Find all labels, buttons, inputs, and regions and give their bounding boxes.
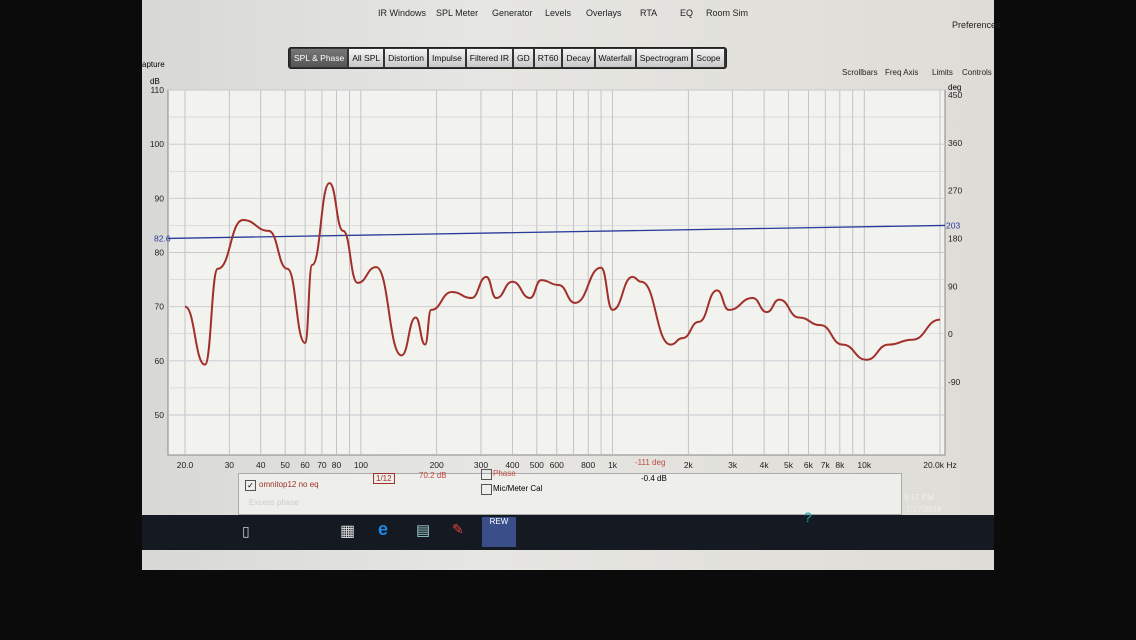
tab-spectrogram[interactable]: Spectrogram xyxy=(636,49,692,67)
trace-checkbox[interactable]: ✓ xyxy=(245,480,256,491)
x-tick-label: 60 xyxy=(300,460,310,470)
y-tick-label: 80 xyxy=(155,248,165,258)
tab-waterfall[interactable]: Waterfall xyxy=(595,49,635,67)
y2-tick-label: 0 xyxy=(948,329,953,339)
tab-spl-phase[interactable]: SPL & Phase xyxy=(291,49,348,67)
toolbar-overlays[interactable]: Overlays xyxy=(586,8,622,18)
controls-button[interactable]: Controls xyxy=(962,68,992,77)
y-tick-label: 90 xyxy=(155,193,165,203)
x-tick-label: 30 xyxy=(225,460,235,470)
rew-taskbar-button[interactable]: REW xyxy=(482,517,516,547)
x-tick-label: 20.0k Hz xyxy=(923,460,957,470)
y2-tick-label: -90 xyxy=(948,377,961,387)
clock-date[interactable]: 7/17/2018 xyxy=(906,505,942,514)
phase-value: -111 deg xyxy=(635,458,666,467)
toolbar-spl-meter[interactable]: SPL Meter xyxy=(436,8,479,18)
y2-tick-label: 450 xyxy=(948,90,962,100)
tab-scope[interactable]: Scope xyxy=(693,49,724,67)
tab-rt60[interactable]: RT60 xyxy=(534,49,562,67)
trace-name: omnitop12 no eq xyxy=(259,480,319,489)
capture-button[interactable]: apture xyxy=(142,60,165,69)
x-tick-label: 4k xyxy=(760,460,770,470)
x-tick-label: 800 xyxy=(581,460,595,470)
x-tick-label: 70 xyxy=(317,460,327,470)
excess-phase-label: Excess phase xyxy=(249,498,299,507)
y-tick-label: 100 xyxy=(150,139,164,149)
toolbar-eq[interactable]: EQ xyxy=(680,8,694,18)
y-axis-unit: dB xyxy=(150,77,160,86)
preferences-button[interactable]: Preferences xyxy=(952,20,1001,30)
legend-panel: ✓ omnitop12 no eq 1/12 70.2 dB Phase -11… xyxy=(238,458,902,515)
x-tick-label: 200 xyxy=(430,460,444,470)
edge-icon[interactable]: e xyxy=(378,519,389,539)
tab-all-spl[interactable]: All SPL xyxy=(349,49,384,67)
phase-checkbox[interactable] xyxy=(481,469,492,480)
phase-label: Phase xyxy=(493,469,516,478)
x-tick-label: 10k xyxy=(857,460,871,470)
x-tick-label: 400 xyxy=(505,460,519,470)
task-view-icon[interactable]: ▯ xyxy=(242,523,250,539)
calculator-icon[interactable]: ▦ xyxy=(340,523,356,540)
x-tick-label: 80 xyxy=(332,460,342,470)
x-tick-label: 20.0 xyxy=(177,460,194,470)
x-tick-label: 3k xyxy=(728,460,738,470)
spl-value: 70.2 dB xyxy=(419,471,447,480)
y2-axis-unit: deg xyxy=(948,83,961,92)
tab-distortion[interactable]: Distortion xyxy=(385,49,428,67)
x-tick-label: 600 xyxy=(550,460,564,470)
toolbar-levels[interactable]: Levels xyxy=(545,8,572,18)
mic-cal-label: Mic/Meter Cal xyxy=(493,484,543,493)
freq-axis-button[interactable]: Freq Axis xyxy=(885,68,919,77)
smoothing-button[interactable]: 1/12 xyxy=(373,473,395,484)
reference-line-label: 82.6 xyxy=(154,233,171,243)
x-tick-label: 300 xyxy=(474,460,488,470)
x-tick-label: 40 xyxy=(256,460,266,470)
tab-filtered-ir[interactable]: Filtered IR xyxy=(466,49,513,67)
mic-cal-value: -0.4 dB xyxy=(641,474,667,483)
y2-tick-label: 270 xyxy=(948,186,962,196)
mic-cal-checkbox[interactable] xyxy=(481,484,492,495)
y-tick-label: 50 xyxy=(155,410,165,420)
taskbar: ▯ ▦ e ▤ ✎ REW ? 9:17 PM 7/17/2018 xyxy=(142,493,994,550)
x-tick-label: 100 xyxy=(354,460,368,470)
y-tick-label: 60 xyxy=(155,356,165,366)
tab-gd[interactable]: GD xyxy=(514,49,533,67)
y-tick-label: 110 xyxy=(150,85,164,95)
toolbar-ir-windows[interactable]: IR Windows xyxy=(378,8,427,18)
clock-time[interactable]: 9:17 PM xyxy=(904,493,934,502)
explorer-icon[interactable]: ▤ xyxy=(416,522,431,539)
reference-line xyxy=(167,224,946,240)
y2-tick-label: 180 xyxy=(948,234,962,244)
x-tick-label: 50 xyxy=(280,460,290,470)
x-tick-label: 8k xyxy=(835,460,845,470)
y2-tick-label: 360 xyxy=(948,138,962,148)
y2-tick-label: 90 xyxy=(948,281,958,291)
x-tick-label: 6k xyxy=(804,460,814,470)
limits-button[interactable]: Limits xyxy=(932,68,953,77)
y-tick-label: 70 xyxy=(155,302,165,312)
tab-impulse[interactable]: Impulse xyxy=(429,49,465,67)
toolbar-rta[interactable]: RTA xyxy=(640,8,658,18)
tab-decay[interactable]: Decay xyxy=(563,49,594,67)
x-tick-label: 500 xyxy=(530,460,544,470)
x-tick-label: 7k xyxy=(821,460,831,470)
graph-tabs: SPL & Phase All SPL Distortion Impulse Filte… xyxy=(288,47,727,69)
spl-trace xyxy=(184,182,941,366)
help-icon[interactable]: ? xyxy=(804,509,812,525)
scrollbars-button[interactable]: Scrollbars xyxy=(842,68,878,77)
toolbar-generator[interactable]: Generator xyxy=(492,8,533,18)
x-tick-label: 1k xyxy=(608,460,618,470)
reference-line-right-label: 203 xyxy=(946,220,960,230)
x-tick-label: 2k xyxy=(684,460,694,470)
x-tick-label: 5k xyxy=(784,460,794,470)
toolbar-room-sim[interactable]: Room Sim xyxy=(706,8,749,18)
app-icon[interactable]: ✎ xyxy=(452,521,464,537)
